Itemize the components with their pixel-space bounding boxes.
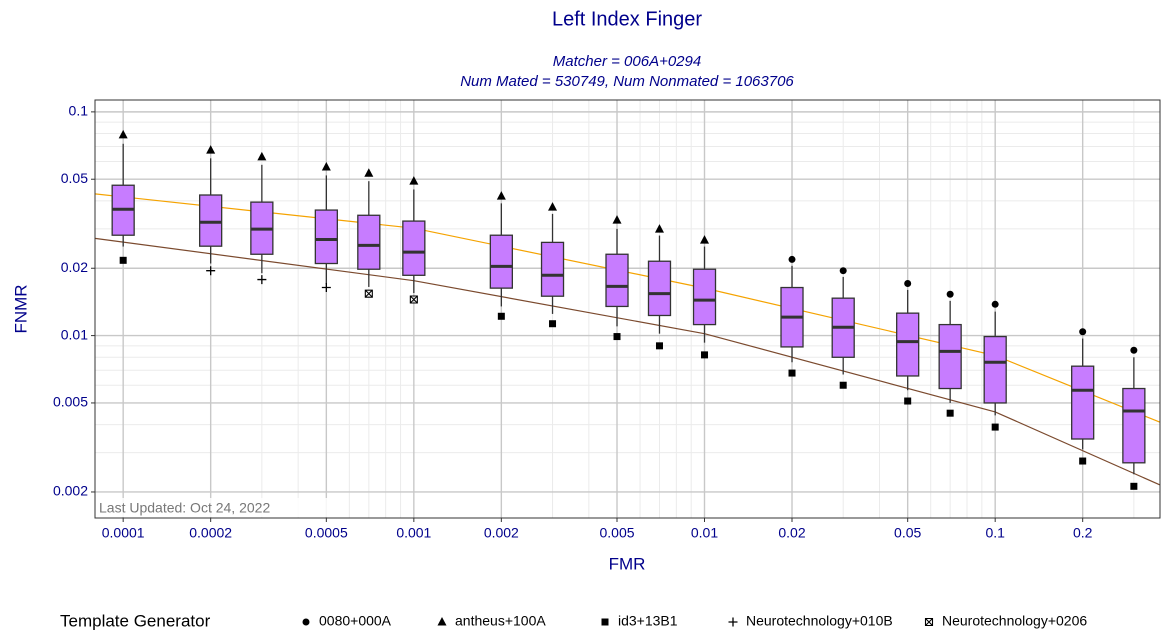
legend-title: Template Generator xyxy=(60,611,211,630)
box xyxy=(647,260,672,317)
box xyxy=(692,268,717,326)
marker xyxy=(601,618,609,626)
legend-item: Neurotechnology+0206 xyxy=(924,613,1087,629)
marker xyxy=(549,320,557,328)
marker xyxy=(364,168,374,177)
marker xyxy=(613,333,621,341)
legend-label: Neurotechnology+0206 xyxy=(942,613,1087,629)
marker xyxy=(700,235,710,244)
marker xyxy=(364,289,373,298)
plot-background xyxy=(95,100,1160,518)
subtitle: Num Mated = 530749, Num Nonmated = 10637… xyxy=(460,73,794,90)
box xyxy=(1122,387,1146,464)
marker xyxy=(839,267,847,275)
marker xyxy=(728,617,738,627)
marker xyxy=(612,215,622,224)
marker xyxy=(409,176,419,185)
x-tick-label: 0.01 xyxy=(691,525,718,541)
marker xyxy=(206,145,216,154)
marker xyxy=(839,381,847,389)
x-tick-label: 0.0002 xyxy=(189,525,232,541)
marker xyxy=(548,202,558,211)
marker xyxy=(655,342,663,350)
box xyxy=(896,312,920,377)
marker xyxy=(788,369,796,377)
x-tick-label: 0.05 xyxy=(894,525,921,541)
marker xyxy=(496,191,506,200)
marker xyxy=(119,256,127,264)
x-tick-label: 0.1 xyxy=(985,525,1005,541)
marker xyxy=(946,409,954,417)
y-tick-label: 0.01 xyxy=(61,326,88,342)
box xyxy=(489,234,513,289)
y-tick-label: 0.1 xyxy=(69,103,89,119)
y-tick-label: 0.05 xyxy=(61,170,88,186)
x-tick-label: 0.002 xyxy=(484,525,519,541)
annotation: Last Updated: Oct 24, 2022 xyxy=(99,500,270,516)
marker xyxy=(302,618,310,626)
legend-label: id3+13B1 xyxy=(618,613,678,629)
legend-label: Neurotechnology+010B xyxy=(746,613,893,629)
marker xyxy=(904,397,912,405)
legend-label: 0080+000A xyxy=(319,613,392,629)
x-tick-label: 0.2 xyxy=(1073,525,1093,541)
marker xyxy=(257,151,267,161)
annotation-background xyxy=(96,498,328,517)
legend-label: antheus+100A xyxy=(455,613,546,629)
y-tick-label: 0.005 xyxy=(53,394,88,410)
marker xyxy=(1130,346,1138,354)
marker xyxy=(1079,457,1087,465)
marker xyxy=(946,290,954,298)
marker xyxy=(497,312,505,320)
box xyxy=(314,209,338,265)
legend-item: id3+13B1 xyxy=(601,613,678,629)
x-tick-label: 0.0005 xyxy=(305,525,348,541)
x-tick-label: 0.02 xyxy=(778,525,805,541)
marker xyxy=(321,162,331,171)
marker xyxy=(924,617,934,627)
marker xyxy=(654,224,664,233)
subtitle: Matcher = 006A+0294 xyxy=(553,53,701,70)
marker xyxy=(437,617,447,626)
marker xyxy=(991,300,999,308)
box xyxy=(357,214,381,270)
marker xyxy=(321,283,331,293)
marker xyxy=(409,295,418,304)
box xyxy=(605,253,629,308)
legend-item: antheus+100A xyxy=(437,613,546,629)
x-tick-label: 0.0001 xyxy=(102,525,145,541)
marker xyxy=(1130,482,1138,490)
marker xyxy=(788,255,796,263)
marker xyxy=(904,279,912,287)
marker xyxy=(118,129,128,139)
x-tick-label: 0.005 xyxy=(599,525,634,541)
box xyxy=(1071,365,1095,440)
x-axis-label: FMR xyxy=(609,554,646,573)
marker xyxy=(1079,328,1087,336)
marker xyxy=(701,351,709,359)
box xyxy=(938,323,962,390)
legend-item: Neurotechnology+010B xyxy=(728,613,893,629)
x-tick-label: 0.001 xyxy=(396,525,431,541)
y-tick-label: 0.02 xyxy=(61,259,88,275)
y-axis-label: FNMR xyxy=(11,284,30,333)
y-tick-label: 0.002 xyxy=(53,483,88,499)
box xyxy=(540,241,565,297)
legend-item: 0080+000A xyxy=(302,613,392,629)
marker xyxy=(206,266,216,276)
box xyxy=(199,194,223,247)
box xyxy=(402,220,426,276)
plot-border xyxy=(94,99,1161,519)
marker xyxy=(991,423,999,431)
marker xyxy=(257,275,267,285)
chart-title: Left Index Finger xyxy=(552,8,702,30)
box xyxy=(983,335,1007,404)
